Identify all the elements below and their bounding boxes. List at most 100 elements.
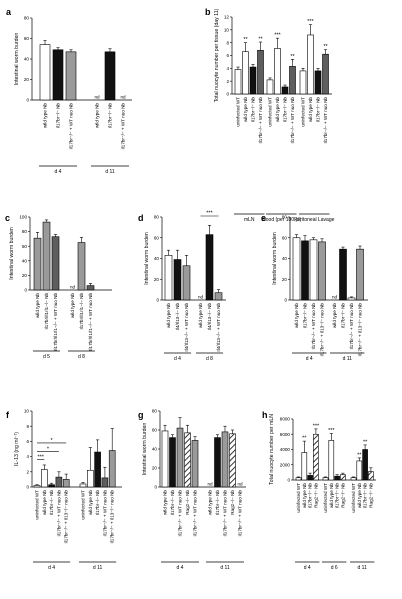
category-label: Il17br−/− + WT nuo Nb bbox=[121, 103, 126, 150]
y-tick-label: 80 bbox=[24, 16, 30, 21]
y-tick-label: 100 bbox=[19, 215, 27, 220]
y-tick-label: 20 bbox=[24, 77, 30, 82]
bar bbox=[299, 70, 307, 95]
category-label: Il17br−/− Nb bbox=[303, 303, 308, 329]
category-label: Il17br−/− + WT nuo Nb bbox=[323, 97, 328, 144]
significance-label: *** bbox=[206, 211, 213, 217]
bar bbox=[48, 484, 55, 488]
category-label: Rag2−/− Nb bbox=[368, 483, 373, 508]
category-label: Il17br−/− Nb bbox=[49, 490, 54, 516]
y-tick-label: 80 bbox=[152, 409, 158, 414]
bar bbox=[356, 248, 364, 301]
bar bbox=[173, 259, 182, 301]
category-label: Il17br−/− + WT nuo Nb bbox=[223, 490, 228, 537]
category-label: wild type Nb bbox=[243, 97, 248, 122]
y-tick-label: 40 bbox=[154, 256, 160, 261]
group-label: d 11 bbox=[220, 565, 230, 571]
significance-label: *** bbox=[313, 423, 320, 429]
bar bbox=[221, 431, 229, 488]
nd-label: nd bbox=[94, 95, 100, 100]
group-label: d 4 bbox=[306, 356, 313, 362]
y-tick-label: 60 bbox=[24, 36, 30, 41]
bar bbox=[309, 239, 318, 301]
significance-label: ** bbox=[258, 37, 263, 43]
y-tick-label: 8000 bbox=[280, 417, 291, 422]
category-label: Il17br−/− + Il13−/− nuo Nb bbox=[110, 490, 115, 544]
category-label: Il17br/Il1rl1−/− Nb bbox=[79, 293, 84, 330]
bar bbox=[77, 242, 86, 291]
bar bbox=[347, 297, 356, 301]
significance-label: *** bbox=[328, 428, 335, 434]
category-label: Il17br−/− + WT nuo Nb bbox=[311, 303, 316, 350]
y-tick-label: 2 bbox=[26, 469, 29, 474]
y-axis-label: Intestinal worm burden bbox=[14, 33, 20, 86]
bar bbox=[191, 440, 199, 488]
y-tick-label: 60 bbox=[154, 235, 160, 240]
bar bbox=[33, 485, 41, 488]
panel-letter: a bbox=[6, 7, 12, 17]
group-label: d 4 bbox=[174, 356, 181, 362]
category-label: wild type Nb bbox=[357, 483, 362, 508]
y-tick-label: 6 bbox=[226, 53, 229, 58]
y-axis-label: Total nuocyte number per tissue (day 11) bbox=[214, 8, 220, 102]
significance-label: * bbox=[51, 438, 54, 444]
y-tick-label: 20 bbox=[22, 273, 28, 278]
category-label: Il17br−/− + Il13−/− nuo Nb bbox=[64, 490, 69, 544]
bar bbox=[289, 66, 296, 95]
y-tick-label: 8 bbox=[226, 40, 229, 45]
panel-letter: c bbox=[5, 213, 10, 223]
y-tick-label: 4000 bbox=[280, 447, 291, 452]
category-label: Il17br−/− + WT nuo Nb bbox=[290, 97, 295, 144]
nd-label: nd bbox=[207, 482, 213, 487]
panel-letter: b bbox=[205, 7, 211, 17]
significance-label: ** bbox=[357, 452, 362, 458]
category-label: Il17br−/− Nb bbox=[108, 103, 113, 129]
y-tick-label: 20 bbox=[282, 277, 288, 282]
bar bbox=[169, 437, 176, 488]
panel-letter: g bbox=[138, 410, 144, 420]
category-label: Il17br−/− + WT nuo Nb bbox=[178, 490, 183, 537]
y-tick-label: 40 bbox=[24, 57, 30, 62]
y-tick-label: 0 bbox=[154, 485, 157, 490]
category-label: wild type Nb bbox=[208, 490, 213, 515]
category-label: wild type Nb bbox=[302, 483, 307, 508]
category-label: uninfected WT bbox=[35, 490, 40, 520]
category-label: Il17br−/− Nb bbox=[56, 103, 61, 129]
category-label: uninfected WT bbox=[296, 483, 301, 513]
y-tick-label: 60 bbox=[152, 428, 158, 433]
panel-d: d 0 20 40 60 80 Intestinal worm burden wild typ… bbox=[138, 211, 226, 362]
bar bbox=[328, 440, 335, 481]
y-tick-label: 80 bbox=[154, 215, 160, 220]
bar bbox=[301, 240, 309, 301]
significance-label: * bbox=[47, 446, 50, 452]
group-label: d 4 bbox=[304, 565, 311, 571]
category-label: wild type Nb bbox=[163, 490, 168, 515]
category-label: wild type Nb bbox=[42, 490, 47, 515]
category-label: Il4/Il13−/− + WT nuo Nb bbox=[216, 303, 221, 352]
category-label: wild type Nb bbox=[198, 303, 203, 328]
y-tick-label: 10 bbox=[24, 409, 30, 414]
category-label: Rag2−/− Nb bbox=[340, 483, 345, 508]
category-label: uninfected WT bbox=[351, 483, 356, 513]
category-label: Il17br−/− Nb bbox=[316, 97, 321, 123]
panel-g: g 0 20 40 60 80 Intestinal worm burden wild typ… bbox=[138, 409, 246, 571]
bar bbox=[307, 475, 313, 481]
category-label: Il4/Il13−/− Nb bbox=[207, 303, 212, 331]
panel-b: b 0 2 4 6 8 10 12 Total nuocyte number per tissu… bbox=[205, 7, 335, 223]
y-tick-label: 12 bbox=[224, 15, 230, 20]
category-label: uninfected WT bbox=[323, 483, 328, 513]
bar bbox=[242, 51, 249, 95]
category-label: wild type Nb bbox=[70, 293, 75, 318]
bar bbox=[274, 48, 281, 95]
category-label: wild type Nb bbox=[275, 97, 280, 122]
category-label: Il17br−/− Nb bbox=[335, 483, 340, 509]
y-tick-label: 8 bbox=[26, 424, 29, 429]
bar bbox=[356, 460, 363, 481]
group-label: d 11 bbox=[105, 169, 115, 175]
significance-label: ** bbox=[290, 54, 295, 60]
category-label: Il17br−/− + WT nuo Nb bbox=[258, 97, 263, 144]
nd-label: nd bbox=[237, 482, 243, 487]
nd-label: nd bbox=[120, 95, 126, 100]
bar bbox=[65, 51, 77, 101]
bar bbox=[52, 49, 64, 101]
